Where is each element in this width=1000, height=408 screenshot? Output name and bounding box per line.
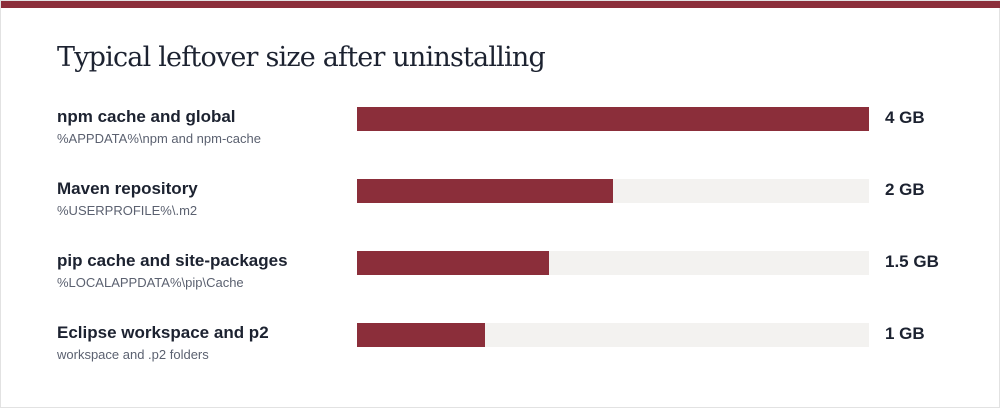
category-label: pip cache and site-packages bbox=[57, 251, 288, 270]
category-label: Maven repository bbox=[57, 179, 198, 198]
bar bbox=[357, 107, 869, 131]
bar-row: pip cache and site-packages %LOCALAPPDATA… bbox=[1, 251, 1000, 311]
bar bbox=[357, 179, 613, 203]
category-path-subtitle: %USERPROFILE%\.m2 bbox=[57, 203, 198, 218]
bar-track bbox=[357, 107, 869, 131]
category-path-subtitle: workspace and .p2 folders bbox=[57, 347, 209, 362]
bar-row: Maven repository %USERPROFILE%\.m2 2 GB bbox=[1, 179, 1000, 239]
category-label: npm cache and global bbox=[57, 107, 236, 126]
chart-title: Typical leftover size after uninstalling bbox=[57, 42, 546, 73]
value-label: 4 GB bbox=[885, 108, 925, 127]
value-label: 1.5 GB bbox=[885, 252, 939, 271]
value-label: 2 GB bbox=[885, 180, 925, 199]
bar bbox=[357, 251, 549, 275]
bar bbox=[357, 323, 485, 347]
bar-row: npm cache and global %APPDATA%\npm and np… bbox=[1, 107, 1000, 167]
bar-track bbox=[357, 251, 869, 275]
value-label: 1 GB bbox=[885, 324, 925, 343]
bar-track bbox=[357, 179, 869, 203]
bar-track bbox=[357, 323, 869, 347]
category-label: Eclipse workspace and p2 bbox=[57, 323, 269, 342]
category-path-subtitle: %APPDATA%\npm and npm-cache bbox=[57, 131, 261, 146]
bar-row: Eclipse workspace and p2 workspace and .p… bbox=[1, 323, 1000, 383]
accent-top-bar bbox=[1, 1, 1000, 8]
category-path-subtitle: %LOCALAPPDATA%\pip\Cache bbox=[57, 275, 244, 290]
